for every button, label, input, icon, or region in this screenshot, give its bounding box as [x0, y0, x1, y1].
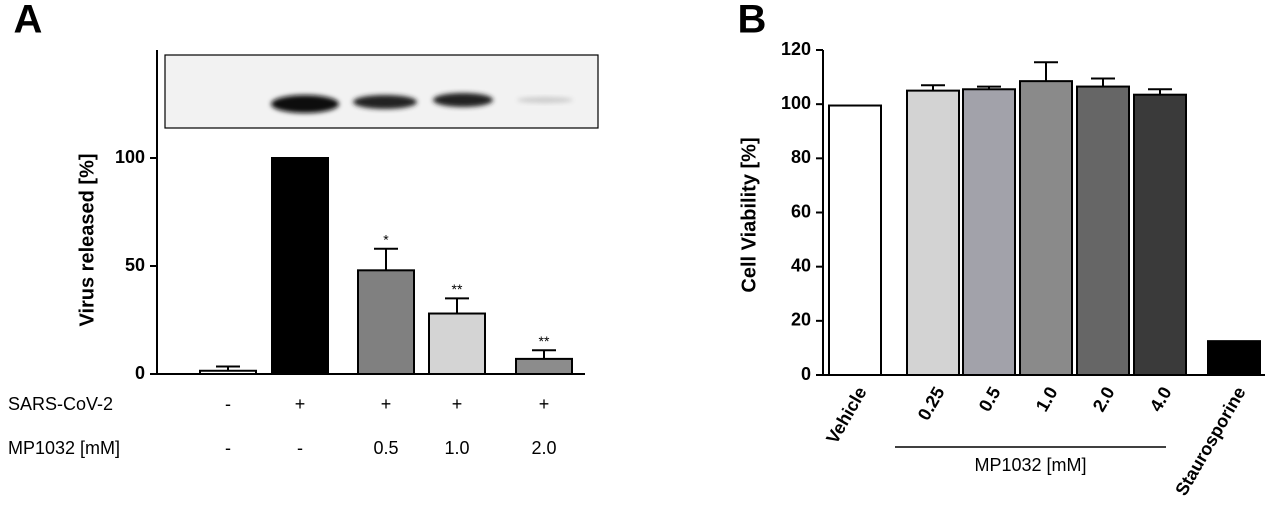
bar	[271, 157, 329, 375]
bar	[1076, 85, 1130, 376]
bar	[428, 312, 486, 375]
x-tick-label: Vehicle	[822, 383, 870, 447]
bar	[1019, 80, 1073, 376]
panel-letter: A	[14, 0, 43, 42]
condition-value: +	[452, 394, 463, 414]
y-tick-label: 80	[791, 147, 811, 167]
condition-value: -	[225, 438, 231, 458]
y-tick-label: 40	[791, 255, 811, 275]
condition-value: +	[539, 394, 550, 414]
condition-value: +	[295, 394, 306, 414]
significance-label: **	[539, 333, 550, 349]
condition-value: 2.0	[531, 438, 556, 458]
condition-value: -	[297, 438, 303, 458]
x-tick-label: 0.25	[914, 383, 949, 423]
x-tick-label: Staurosporine	[1171, 383, 1249, 499]
bar	[1133, 93, 1187, 376]
x-tick-label: 4.0	[1146, 383, 1176, 415]
condition-value: -	[225, 394, 231, 414]
x-tick-label: 2.0	[1089, 383, 1119, 415]
significance-label: *	[383, 231, 389, 247]
y-tick-label: 50	[125, 255, 145, 275]
y-tick-label: 60	[791, 201, 811, 221]
western-blot	[164, 54, 599, 129]
y-tick-label: 0	[801, 364, 811, 384]
panel-letter: B	[738, 0, 767, 42]
condition-value: 0.5	[373, 438, 398, 458]
x-tick-label: 0.5	[975, 383, 1005, 415]
bar	[515, 357, 573, 376]
bar	[906, 89, 960, 376]
y-tick-label: 100	[781, 93, 811, 113]
bar	[1207, 340, 1261, 377]
bar	[199, 369, 257, 376]
group-label: MP1032 [mM]	[974, 455, 1086, 475]
condition-value: +	[381, 394, 392, 414]
y-axis-label: Cell Viability [%]	[738, 137, 760, 292]
bar	[828, 104, 882, 376]
condition-label: MP1032 [mM]	[8, 438, 120, 458]
y-tick-label: 120	[781, 39, 811, 59]
bar	[357, 269, 415, 376]
significance-label: **	[452, 281, 463, 297]
y-tick-label: 0	[135, 363, 145, 383]
condition-label: SARS-CoV-2	[8, 394, 113, 414]
condition-value: 1.0	[444, 438, 469, 458]
x-tick-label: 1.0	[1032, 383, 1062, 415]
bar	[962, 88, 1016, 376]
y-axis-label: Virus released [%]	[76, 153, 98, 326]
y-tick-label: 100	[115, 147, 145, 167]
y-tick-label: 20	[791, 310, 811, 330]
